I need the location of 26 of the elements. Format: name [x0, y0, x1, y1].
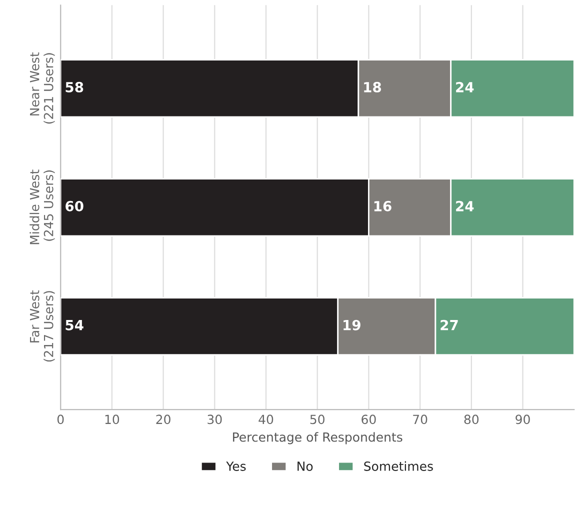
- data-label: 18: [364, 82, 382, 92]
- data-label: 60: [66, 200, 84, 212]
- x-tick-label: 80: [464, 414, 479, 424]
- legend-label: No: [298, 462, 313, 471]
- data-label: 19: [344, 320, 360, 330]
- x-tick-label: 30: [208, 414, 222, 424]
- x-tick-label: 40: [258, 414, 274, 424]
- legend-label: Sometimes: [364, 461, 433, 471]
- data-label: 24: [456, 82, 474, 92]
- y-tick-label: Far West (217 Users): [30, 290, 55, 362]
- x-tick-label: 60: [362, 414, 376, 424]
- data-label: 27: [440, 320, 458, 330]
- data-label: 24: [456, 200, 474, 212]
- x-tick-label: 0: [57, 414, 64, 424]
- x-tick-label: 50: [310, 414, 324, 424]
- x-tick-label: 20: [156, 414, 170, 424]
- x-tick-label: 70: [413, 414, 428, 424]
- data-label: 54: [66, 320, 84, 330]
- data-label: 58: [66, 82, 84, 92]
- legend-label: Yes: [226, 462, 246, 471]
- x-tick-label: 90: [516, 414, 530, 424]
- data-label: 16: [374, 200, 392, 212]
- x-tick-label: 10: [105, 414, 120, 424]
- y-tick-label: Near West (221 Users): [30, 52, 55, 124]
- x-axis-title: Percentage of Respondents: [233, 432, 402, 444]
- y-tick-label: Middle West (245 Users): [30, 170, 55, 244]
